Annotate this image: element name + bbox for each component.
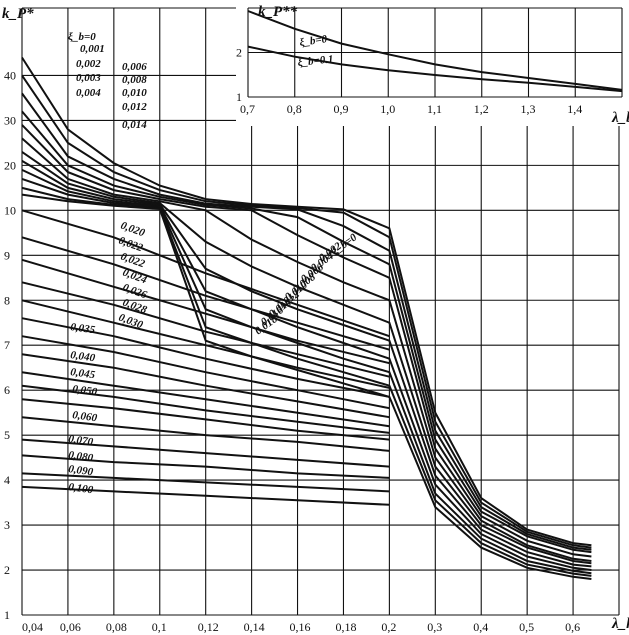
main-series-line (21, 124, 592, 558)
inset-y-axis-label: k_P** (258, 4, 298, 20)
main-curves (21, 56, 592, 580)
main-x-tick-label: 0,3 (427, 620, 442, 634)
main-series-line (21, 160, 592, 568)
main-x-tick-label: 0,1 (152, 620, 167, 634)
main-x-tick-label: 0,08 (106, 620, 127, 634)
main-lower-line (21, 335, 390, 410)
main-y-tick-label: 20 (4, 158, 16, 172)
main-lower-line (21, 209, 390, 338)
main-series-line (21, 177, 592, 575)
inset-y-tick-label: 2 (236, 46, 242, 60)
main-lower-line (21, 371, 390, 428)
main-lower-line (21, 258, 390, 365)
main-series-line (21, 151, 592, 565)
inset-series-line (247, 10, 623, 91)
main-y-tick-label: 6 (4, 383, 10, 397)
inset-x-tick-label: 0,7 (240, 102, 255, 116)
main-series-label: ξ_b=0 (68, 31, 96, 43)
main-series-line (21, 110, 592, 554)
main-x-tick-label: 0,5 (519, 620, 534, 634)
main-x-tick-label: 0,12 (198, 620, 219, 634)
inset-x-tick-label: 1,2 (474, 102, 489, 116)
main-lower-label: 0,050 (72, 383, 99, 398)
inset-ticks: 0,7 0,8 0,9 1,0 1,1 1,2 1,3 1,4 1 2 (236, 46, 582, 117)
main-lower-label: 0,090 (68, 463, 95, 478)
main-y-tick-label: 3 (4, 518, 10, 532)
inset-labels: ξ_b=0 ξ_b=0.1 (297, 33, 334, 69)
main-lower-line (21, 281, 390, 378)
main-lower-line (21, 472, 390, 493)
inset-x-axis-label: λ_b (611, 110, 629, 126)
main-lower-label: 0,035 (70, 321, 97, 336)
main-y-tick-label: 7 (4, 338, 10, 352)
main-x-tick-label: 0,06 (60, 620, 81, 634)
main-x-tick-label: 0,16 (290, 620, 311, 634)
main-y-tick-label: 9 (4, 248, 10, 262)
main-lower-label: 0,045 (70, 366, 97, 381)
main-series-line (21, 92, 592, 551)
main-series-line (21, 137, 592, 562)
main-lower-line (21, 398, 390, 441)
main-lower-line (21, 438, 390, 468)
main-x-tick-label: 0,2 (381, 620, 396, 634)
inset-x-tick-label: 0,8 (287, 102, 302, 116)
main-lower-line (21, 454, 390, 479)
inset-y-tick-label: 1 (236, 90, 242, 104)
main-x-tick-label: 0,18 (335, 620, 356, 634)
inset-curves (247, 10, 623, 93)
main-y-tick-label: 10 (4, 203, 16, 217)
main-series-label: 0,003 (76, 72, 101, 84)
main-x-tick-label: 0,04 (22, 620, 43, 634)
main-x-tick-label: 0,4 (473, 620, 488, 634)
main-lower-label: 0,070 (68, 433, 95, 448)
main-lower-line (21, 485, 390, 506)
main-lower-line (21, 353, 390, 419)
inset-x-tick-label: 1,0 (380, 102, 395, 116)
main-series-label: 0,002 (76, 58, 101, 70)
main-y-tick-label: 1 (4, 608, 10, 622)
main-x-tick-label: 0,6 (565, 620, 580, 634)
main-series-line (21, 193, 592, 580)
main-lower-line (21, 384, 390, 434)
main-series-line (21, 74, 592, 549)
inset-x-tick-label: 1,1 (427, 102, 442, 116)
main-y-tick-label: 40 (4, 68, 16, 82)
main-lower-line (21, 299, 390, 389)
main-series-label: 0,012 (122, 101, 147, 113)
main-lower-line (21, 317, 390, 398)
inset-series-label: ξ_b=0.1 (297, 53, 334, 69)
main-y-tick-label: 5 (4, 428, 10, 442)
main-y-axis-label: k_P* (2, 6, 34, 22)
main-lower-label: 0,060 (72, 409, 99, 424)
inset-x-tick-label: 1,4 (567, 102, 582, 116)
main-ticks: 0,04 0,06 0,08 0,1 0,12 0,14 0,16 0,18 0,2 0,3 0,4… (4, 68, 580, 634)
inset-series-label: ξ_b=0 (299, 33, 329, 49)
main-series-label: 0,014 (122, 119, 147, 131)
main-y-tick-label: 30 (4, 113, 16, 127)
main-series-line (21, 56, 592, 547)
main-lower-line (21, 416, 390, 452)
main-y-tick-label: 2 (4, 563, 10, 577)
main-lower-label: 0,100 (68, 481, 95, 496)
inset-series-line (247, 45, 623, 93)
inset-x-tick-label: 0,9 (334, 102, 349, 116)
main-lower-label: 0,040 (70, 349, 97, 364)
main-series-label: 0,001 (80, 43, 105, 55)
main-lower-line (21, 236, 390, 351)
inset-x-tick-label: 1,3 (521, 102, 536, 116)
main-x-tick-label: 0,14 (244, 620, 265, 634)
main-y-tick-label: 4 (4, 473, 10, 487)
main-lower-label: 0,080 (68, 449, 95, 464)
main-series-label: 0,008 (122, 74, 147, 86)
main-series-label: 0,004 (76, 87, 101, 99)
main-x-axis-label: λ_h (611, 616, 629, 632)
main-series-label: 0,010 (122, 87, 147, 99)
main-y-tick-label: 8 (4, 293, 10, 307)
main-series-line (21, 168, 592, 571)
main-series-label: 0,006 (122, 61, 147, 73)
